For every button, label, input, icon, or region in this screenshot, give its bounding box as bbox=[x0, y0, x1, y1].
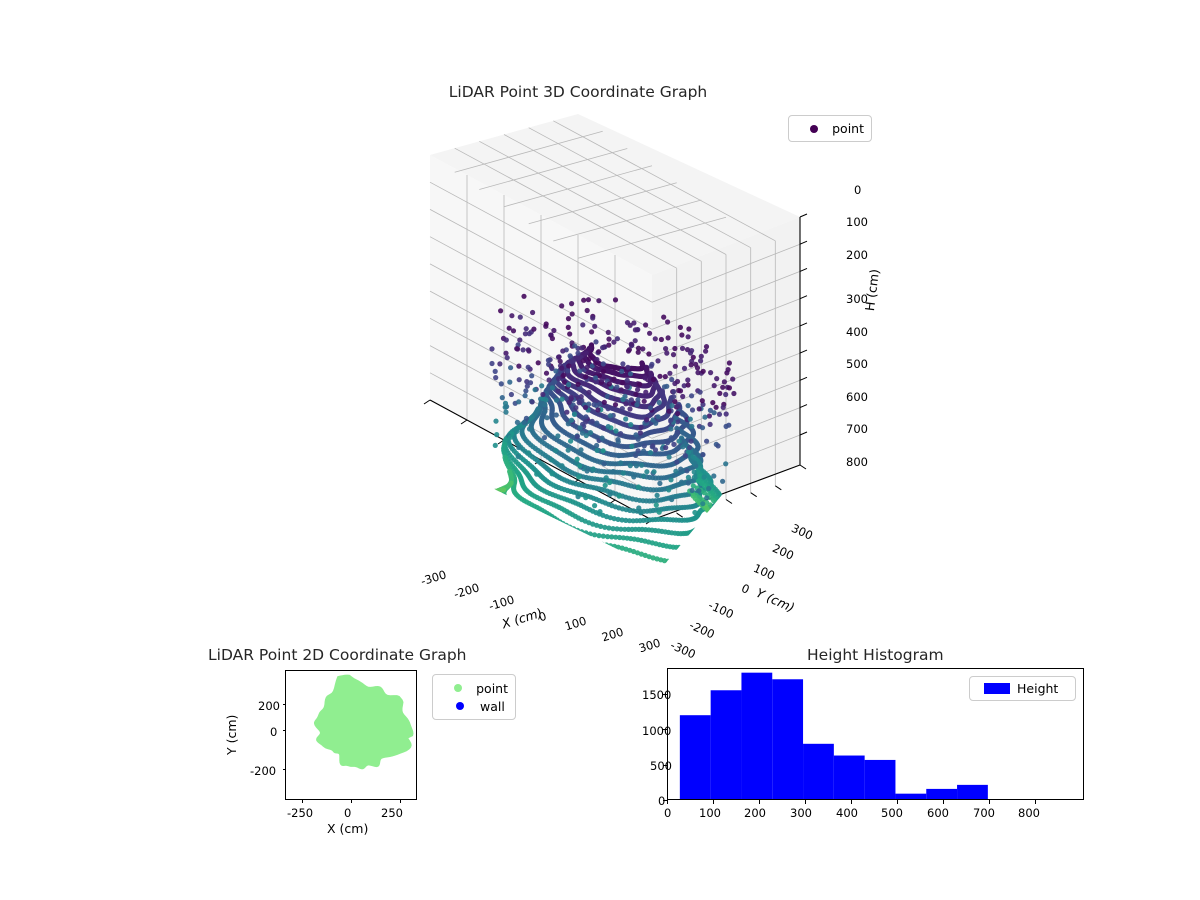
histogram-title: Height Histogram bbox=[807, 646, 944, 664]
plot2d-ytickmark--200 bbox=[283, 769, 286, 770]
histogram-bar bbox=[680, 715, 711, 800]
histogram-xtick-0: 0 bbox=[664, 806, 671, 820]
plot3d-ztick-700: 700 bbox=[846, 422, 868, 436]
plot2d-axes bbox=[285, 670, 417, 800]
plot3d-ztick-200: 200 bbox=[846, 248, 868, 262]
histogram-bar bbox=[895, 794, 926, 800]
histogram-bar bbox=[772, 679, 803, 800]
plot2d-xtick-250: 250 bbox=[381, 806, 403, 820]
plot2d-point-blob bbox=[314, 675, 414, 770]
legend-label-point: point bbox=[832, 121, 864, 136]
histogram-xtickmark-200 bbox=[759, 800, 760, 804]
plot3d-canvas bbox=[330, 100, 890, 660]
histogram-bar bbox=[957, 785, 988, 800]
legend-patch-height bbox=[977, 683, 1017, 694]
histogram-ytick-1000: 1000 bbox=[642, 724, 671, 738]
plot2d-legend[interactable]: point wall bbox=[432, 674, 516, 720]
plot2d-xaxis-label: X (cm) bbox=[327, 821, 368, 836]
histogram-bar bbox=[803, 744, 834, 800]
histogram-xtickmark-500 bbox=[897, 800, 898, 804]
histogram-bar bbox=[834, 756, 865, 800]
histogram-xtickmark-100 bbox=[713, 800, 714, 804]
legend-label-point-2d: point bbox=[476, 681, 508, 696]
plot3d-axes bbox=[330, 100, 890, 660]
plot3d-ztick-800: 800 bbox=[846, 455, 868, 469]
legend-label-wall: wall bbox=[480, 699, 505, 714]
histogram-xtick-700: 700 bbox=[973, 806, 995, 820]
histogram-legend[interactable]: Height bbox=[969, 676, 1076, 701]
plot3d-ztick-600: 600 bbox=[846, 390, 868, 404]
plot2d-yaxis-label: Y (cm) bbox=[224, 715, 239, 755]
plot2d-ytick-200: 200 bbox=[258, 699, 280, 713]
histogram-bar bbox=[865, 760, 896, 800]
plot2d-ytick--200: -200 bbox=[250, 764, 276, 778]
legend-label-height: Height bbox=[1017, 681, 1058, 696]
plot3d-title: LiDAR Point 3D Coordinate Graph bbox=[0, 83, 1200, 101]
histogram-ytickmark-500 bbox=[663, 765, 667, 766]
histogram-xtick-800: 800 bbox=[1018, 806, 1040, 820]
legend-marker-wall bbox=[440, 702, 480, 710]
histogram-xtick-200: 200 bbox=[744, 806, 766, 820]
figure-canvas: LiDAR Point 3D Coordinate Graph bbox=[0, 0, 1200, 900]
plot2d-xtick-0: 0 bbox=[344, 806, 351, 820]
histogram-ytickmark-1500 bbox=[663, 694, 667, 695]
histogram-xtickmark-600 bbox=[943, 800, 944, 804]
plot3d-ztick-0: 0 bbox=[854, 183, 861, 197]
histogram-ytick-500: 500 bbox=[650, 759, 672, 773]
plot3d-ztick-500: 500 bbox=[846, 357, 868, 371]
plot3d-ztickmarks bbox=[800, 214, 807, 435]
histogram-xtick-600: 600 bbox=[927, 806, 949, 820]
plot2d-canvas bbox=[286, 671, 417, 800]
plot2d-ytick-0: 0 bbox=[270, 725, 277, 739]
plot2d-xtickmark--250 bbox=[302, 800, 303, 803]
histogram-xtickmark-0 bbox=[667, 800, 668, 804]
histogram-bar bbox=[926, 789, 957, 800]
histogram-bars bbox=[680, 673, 988, 800]
plot2d-xtickmark-0 bbox=[351, 800, 352, 803]
histogram-xtick-100: 100 bbox=[699, 806, 721, 820]
histogram-xtick-500: 500 bbox=[881, 806, 903, 820]
histogram-xtick-400: 400 bbox=[836, 806, 858, 820]
legend-marker-point-2d bbox=[440, 684, 476, 692]
histogram-xtickmark-700 bbox=[989, 800, 990, 804]
histogram-xtickmark-800 bbox=[1035, 800, 1036, 804]
legend-marker-point bbox=[796, 125, 832, 133]
plot3d-ztick-400: 400 bbox=[846, 325, 868, 339]
histogram-xtickmark-300 bbox=[805, 800, 806, 804]
histogram-bar bbox=[711, 690, 742, 800]
plot2d-title: LiDAR Point 2D Coordinate Graph bbox=[208, 646, 466, 664]
plot2d-ytickmark-0 bbox=[283, 730, 286, 731]
plot2d-ytickmark-200 bbox=[283, 704, 286, 705]
plot3d-legend[interactable]: point bbox=[788, 115, 872, 142]
histogram-xtickmark-400 bbox=[851, 800, 852, 804]
histogram-bar bbox=[741, 673, 772, 800]
plot3d-ztick-100: 100 bbox=[846, 215, 868, 229]
plot2d-xtick--250: -250 bbox=[287, 806, 313, 820]
histogram-ytickmark-1000 bbox=[663, 729, 667, 730]
histogram-ytick-1500: 1500 bbox=[642, 688, 671, 702]
histogram-xtick-300: 300 bbox=[790, 806, 812, 820]
plot2d-xtickmark-250 bbox=[400, 800, 401, 803]
